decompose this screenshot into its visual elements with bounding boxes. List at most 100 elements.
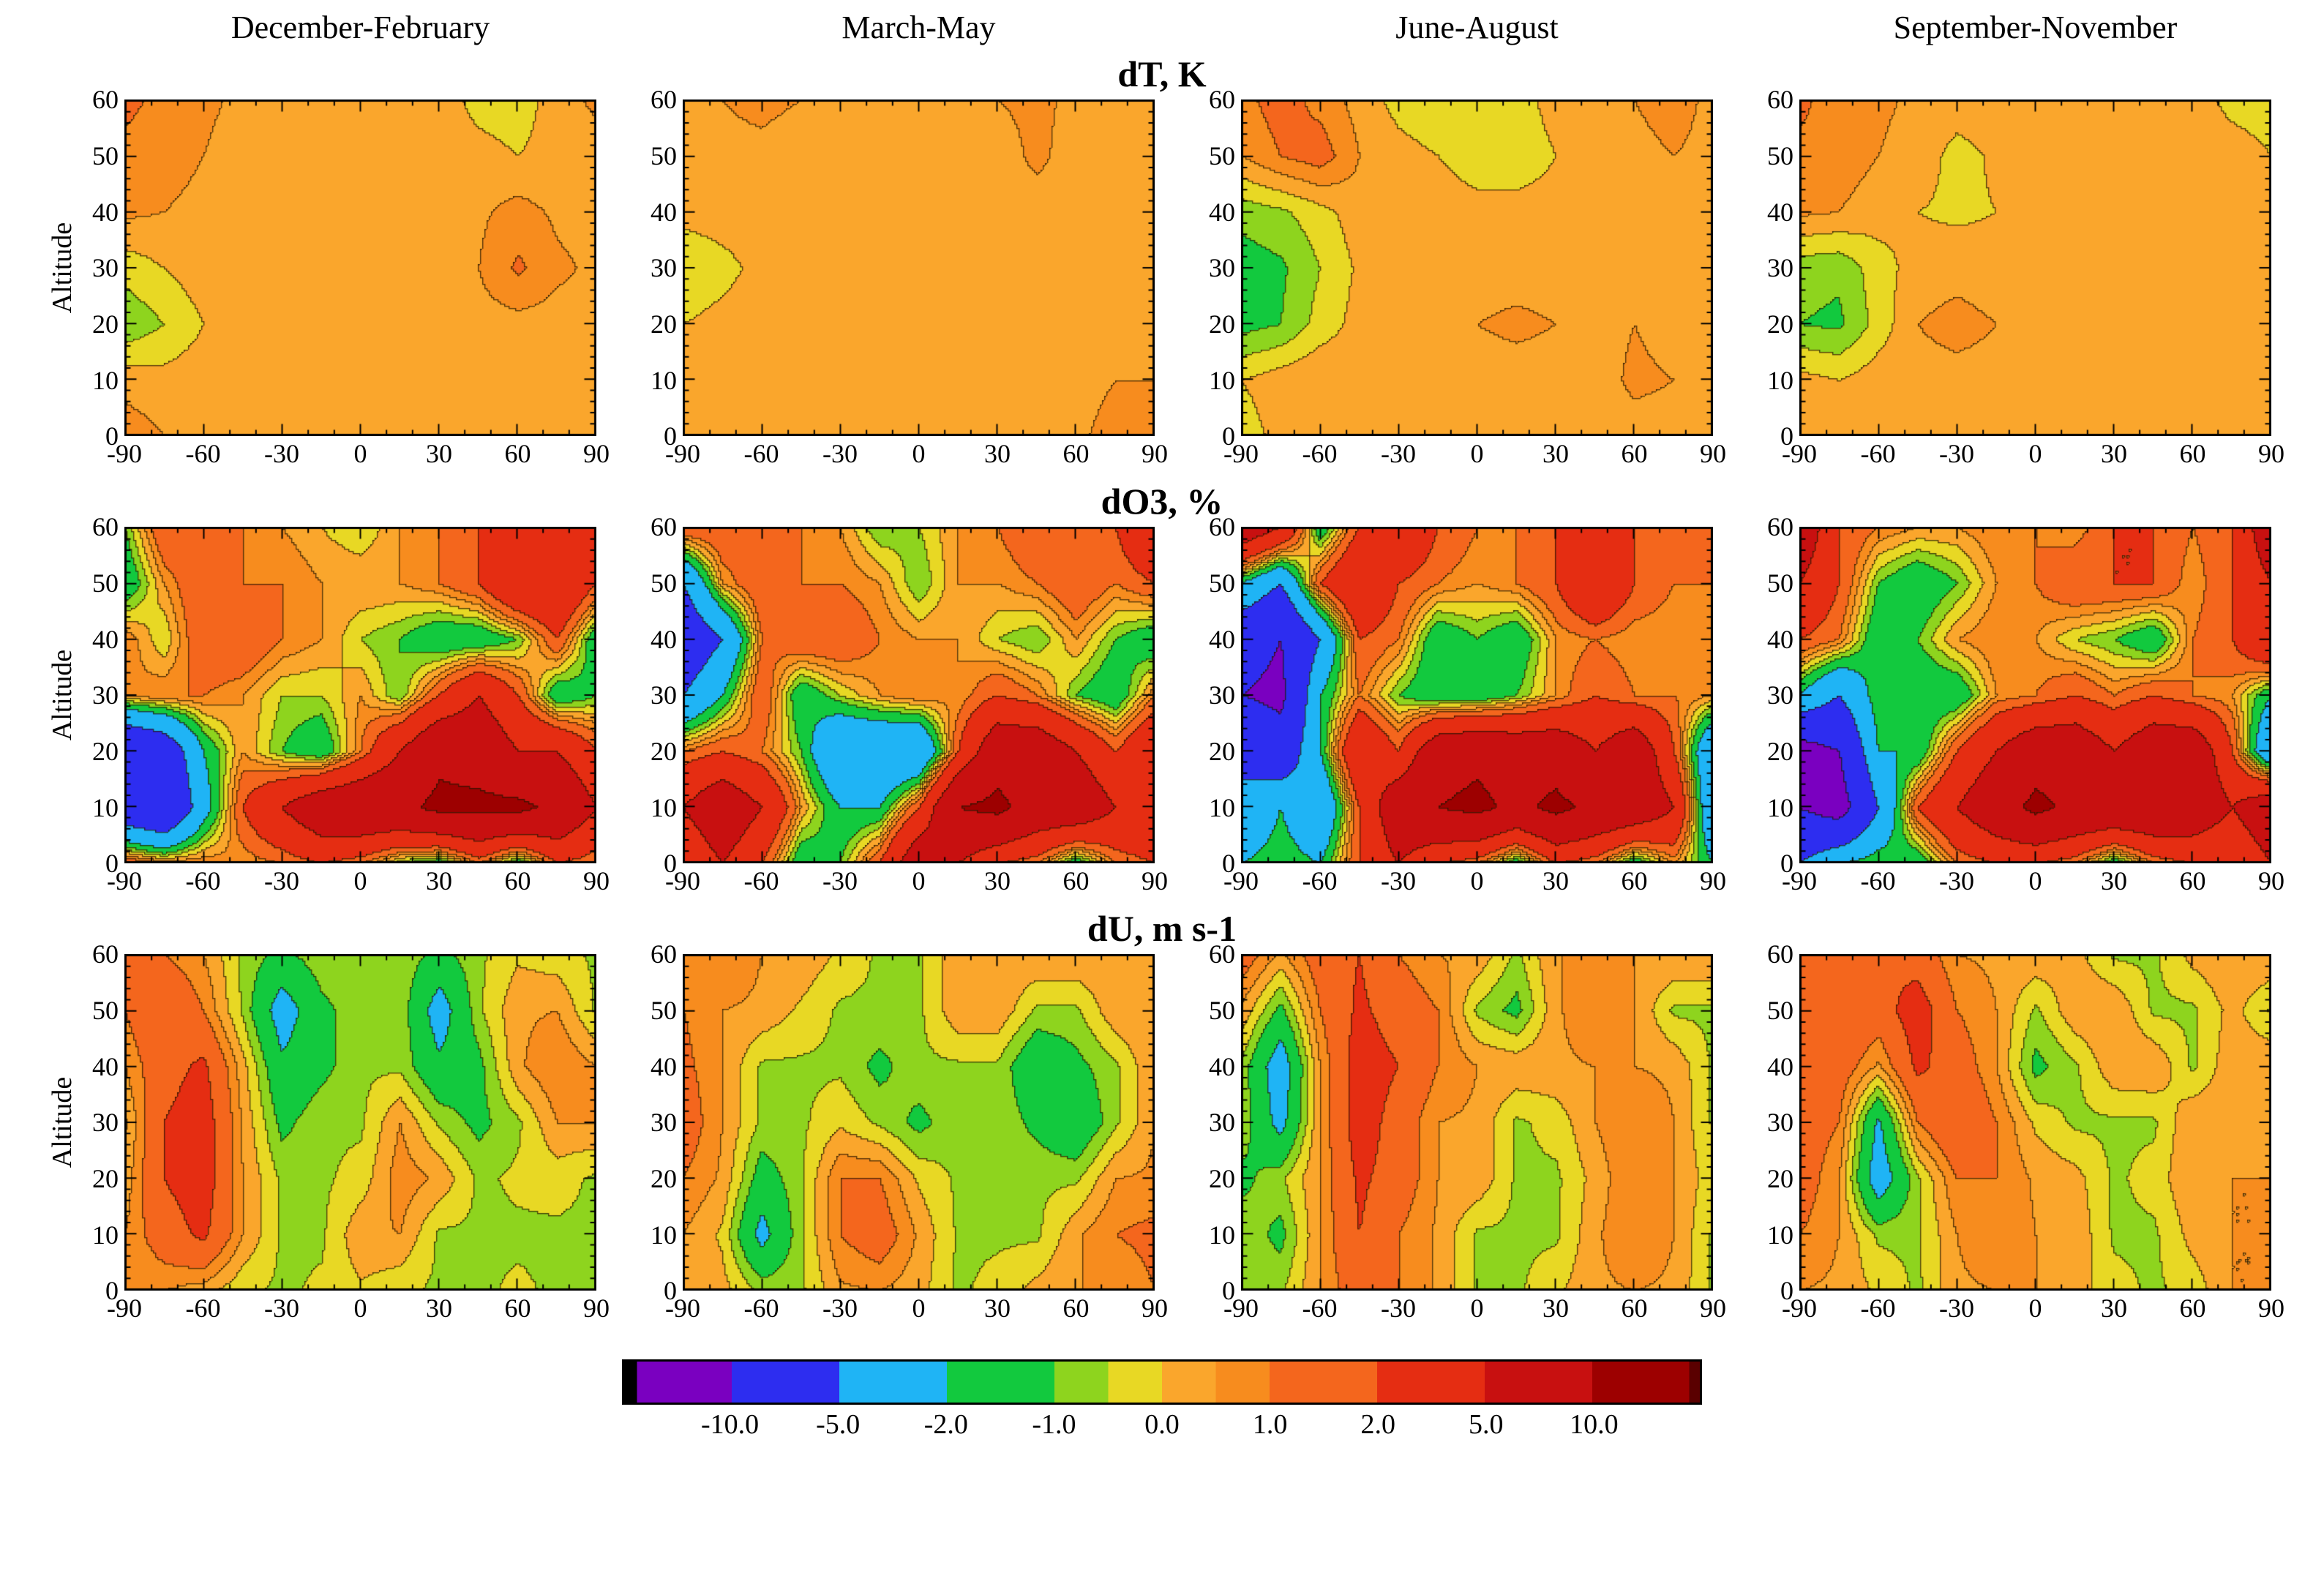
x-tick-label: 0 bbox=[912, 1294, 926, 1324]
x-tick-labels: -90 -60 -30 0 30 60 90 bbox=[1782, 1291, 2284, 1327]
y-tick-labels: 0 10 20 30 40 50 60 bbox=[636, 514, 683, 876]
y-axis-label bbox=[1161, 954, 1194, 1291]
y-tick-label: 50 bbox=[92, 996, 119, 1026]
y-tick-label: 40 bbox=[92, 1051, 119, 1081]
colorbar-tick-label: 2.0 bbox=[1360, 1409, 1395, 1441]
x-tick-label: -60 bbox=[1302, 1294, 1338, 1324]
y-tick-label: 30 bbox=[1767, 680, 1793, 710]
row-title-dU: dU, m s-1 bbox=[1087, 908, 1237, 950]
colorbar-tick-label: 0.0 bbox=[1144, 1409, 1180, 1441]
colorbar-tick-label: -1.0 bbox=[1032, 1409, 1076, 1441]
x-tick-label: -30 bbox=[822, 866, 858, 896]
x-tick-label: 60 bbox=[1621, 1294, 1648, 1324]
y-tick-label: 60 bbox=[651, 512, 677, 542]
x-tick-label: 90 bbox=[1700, 439, 1726, 469]
y-tick-labels: 0 10 20 30 40 50 60 bbox=[1194, 86, 1241, 449]
x-tick-label: 30 bbox=[984, 1294, 1011, 1324]
y-tick-label: 40 bbox=[92, 624, 119, 654]
row-dO3: dO3, % Altitude 0 10 20 30 40 50 60 -90 -60 -30 0 30… bbox=[44, 480, 2284, 900]
x-tick-label: 60 bbox=[504, 866, 531, 896]
x-tick-label: 30 bbox=[426, 439, 452, 469]
x-tick-label: 0 bbox=[2028, 866, 2042, 896]
y-tick-label: 20 bbox=[1767, 737, 1793, 767]
x-tick-label: 90 bbox=[583, 866, 610, 896]
colorbar-tick-label: 5.0 bbox=[1469, 1409, 1504, 1441]
y-tick-label: 50 bbox=[1209, 141, 1235, 171]
x-tick-label: 60 bbox=[504, 1294, 531, 1324]
x-tick-label: -90 bbox=[1782, 439, 1817, 469]
x-tick-label: -60 bbox=[1860, 1294, 1896, 1324]
x-tick-labels: -90 -60 -30 0 30 60 90 bbox=[107, 1291, 610, 1327]
contour-canvas-do3-march-may bbox=[683, 527, 1155, 864]
x-tick-label: 60 bbox=[1062, 1294, 1090, 1324]
x-tick-label: -30 bbox=[1381, 1294, 1416, 1324]
x-tick-label: 90 bbox=[1700, 866, 1726, 896]
x-tick-label: 90 bbox=[1142, 439, 1168, 469]
y-tick-label: 10 bbox=[92, 365, 119, 395]
contour-panel-dt-june-august: 0 10 20 30 40 50 60 -90 -60 -30 0 30 60 90 bbox=[1161, 86, 1726, 473]
y-tick-label: 30 bbox=[651, 680, 677, 710]
y-tick-label: 10 bbox=[1209, 792, 1235, 822]
y-tick-label: 50 bbox=[1767, 996, 1793, 1026]
y-tick-label: 20 bbox=[1767, 309, 1793, 339]
x-tick-label: 90 bbox=[2258, 439, 2284, 469]
x-tick-label: -90 bbox=[107, 1294, 142, 1324]
x-tick-label: 60 bbox=[504, 439, 531, 469]
y-tick-label: 20 bbox=[1767, 1164, 1793, 1194]
y-tick-labels: 0 10 20 30 40 50 60 bbox=[1194, 514, 1241, 876]
row-dT: dT, K Altitude 0 10 20 30 40 50 60 -90 -60 -30 0 30 6… bbox=[44, 53, 2284, 473]
y-axis-label bbox=[602, 954, 636, 1291]
x-tick-label: -90 bbox=[1223, 1294, 1259, 1324]
y-axis-label-text: Altitude bbox=[47, 222, 78, 314]
x-tick-labels: -90 -60 -30 0 30 60 90 bbox=[665, 863, 1168, 900]
x-tick-labels: -90 -60 -30 0 30 60 90 bbox=[1782, 863, 2284, 900]
y-tick-label: 0 bbox=[1222, 421, 1235, 451]
y-tick-label: 10 bbox=[651, 792, 677, 822]
y-tick-label: 40 bbox=[92, 197, 119, 227]
y-tick-label: 60 bbox=[1767, 85, 1793, 115]
x-tick-label: 60 bbox=[2179, 866, 2206, 896]
x-tick-label: 30 bbox=[1543, 439, 1569, 469]
x-tick-label: -30 bbox=[264, 1294, 299, 1324]
contour-canvas-do3-december-february bbox=[124, 527, 596, 864]
y-tick-label: 50 bbox=[651, 568, 677, 598]
contour-panel-do3-june-august: 0 10 20 30 40 50 60 -90 -60 -30 0 30 60 90 bbox=[1161, 514, 1726, 900]
colorbar-labels: -10.0 -5.0 -2.0 -1.0 0.0 1.0 2.0 5.0 10.… bbox=[622, 1411, 1702, 1447]
x-tick-label: 0 bbox=[912, 439, 926, 469]
x-tick-label: 60 bbox=[2179, 1294, 2206, 1324]
x-tick-label: -90 bbox=[665, 866, 700, 896]
x-tick-label: -30 bbox=[264, 866, 299, 896]
y-tick-label: 20 bbox=[651, 309, 677, 339]
y-tick-label: 10 bbox=[651, 1220, 677, 1250]
y-tick-label: 50 bbox=[92, 141, 119, 171]
y-tick-label: 0 bbox=[105, 421, 119, 451]
x-tick-label: -30 bbox=[1381, 866, 1416, 896]
y-tick-label: 50 bbox=[1767, 568, 1793, 598]
contour-canvas-du-september-november bbox=[1799, 954, 2271, 1291]
row-dU: dU, m s-1 Altitude 0 10 20 30 40 50 60 -90 -60 -30… bbox=[44, 907, 2284, 1327]
x-tick-label: 30 bbox=[984, 866, 1011, 896]
y-tick-label: 20 bbox=[651, 1164, 677, 1194]
y-tick-label: 40 bbox=[651, 624, 677, 654]
y-tick-label: 0 bbox=[1780, 421, 1793, 451]
y-tick-label: 30 bbox=[651, 1108, 677, 1138]
contour-panel-do3-september-november: 0 10 20 30 40 50 60 -90 -60 -30 0 30 60 90 bbox=[1719, 514, 2284, 900]
y-tick-labels: 0 10 20 30 40 50 60 bbox=[78, 941, 124, 1304]
y-tick-label: 60 bbox=[1767, 512, 1793, 542]
x-tick-label: -60 bbox=[1860, 439, 1896, 469]
x-tick-label: 0 bbox=[1470, 439, 1484, 469]
x-tick-labels: -90 -60 -30 0 30 60 90 bbox=[665, 1291, 1168, 1327]
x-tick-label: 90 bbox=[2258, 1294, 2284, 1324]
y-tick-label: 50 bbox=[1209, 996, 1235, 1026]
x-tick-labels: -90 -60 -30 0 30 60 90 bbox=[1782, 436, 2284, 473]
x-tick-label: 90 bbox=[2258, 866, 2284, 896]
y-tick-label: 10 bbox=[1209, 1220, 1235, 1250]
x-tick-label: -60 bbox=[743, 1294, 779, 1324]
y-tick-label: 50 bbox=[1209, 568, 1235, 598]
y-tick-label: 0 bbox=[664, 421, 677, 451]
y-tick-label: 20 bbox=[92, 737, 119, 767]
colorbar-tick-label: 1.0 bbox=[1252, 1409, 1288, 1441]
x-tick-label: -90 bbox=[1223, 439, 1259, 469]
y-tick-label: 60 bbox=[1767, 939, 1793, 969]
